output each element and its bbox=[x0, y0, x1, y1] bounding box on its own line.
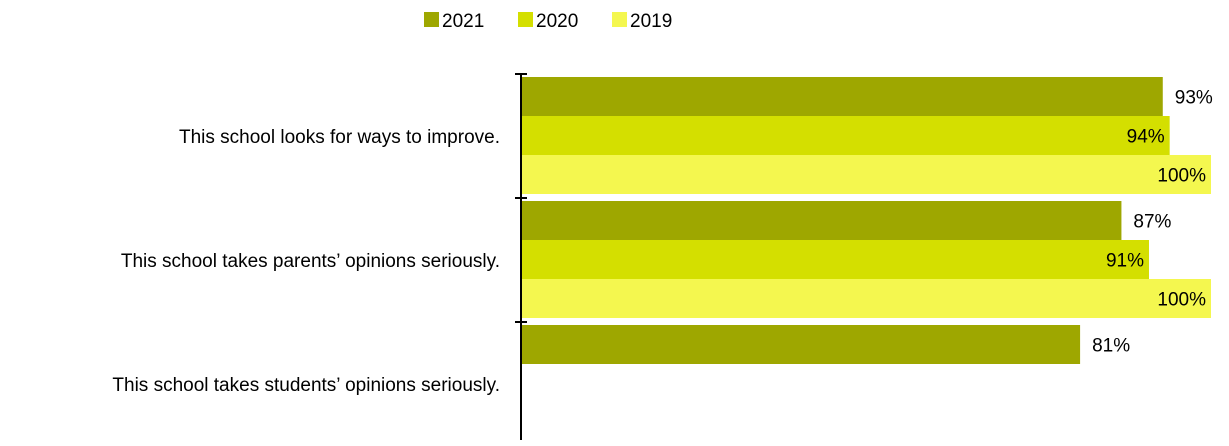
data-label-2020-1: 94% bbox=[1127, 127, 1165, 148]
data-label-2019-2: 100% bbox=[1157, 290, 1206, 311]
bar-2019-2 bbox=[522, 279, 1211, 318]
data-label-2021-2: 87% bbox=[1133, 212, 1171, 233]
data-label-2021-1: 93% bbox=[1175, 88, 1213, 109]
data-label-2019-1: 100% bbox=[1157, 166, 1206, 187]
category-label-1: This school looks for ways to improve. bbox=[179, 127, 500, 148]
legend-swatch-2020 bbox=[518, 12, 533, 27]
bar-2019-1 bbox=[522, 155, 1211, 194]
bar-2020-2 bbox=[522, 240, 1149, 279]
legend-swatch-2021 bbox=[424, 12, 439, 27]
bar-2021-2 bbox=[522, 201, 1122, 240]
data-label-2020-2: 91% bbox=[1106, 251, 1144, 272]
bar-2021-1 bbox=[522, 77, 1163, 116]
category-labels: This school looks for ways to improve. Th… bbox=[112, 127, 500, 396]
bar-2021-3 bbox=[522, 325, 1081, 364]
chart-legend: 2021 2020 2019 bbox=[424, 11, 672, 32]
legend-label-2020: 2020 bbox=[536, 11, 578, 32]
category-label-3: This school takes students’ opinions ser… bbox=[112, 375, 500, 396]
legend-label-2021: 2021 bbox=[442, 11, 484, 32]
data-label-2021-3: 81% bbox=[1092, 336, 1130, 357]
legend-swatch-2019 bbox=[612, 12, 627, 27]
category-label-2: This school takes parents’ opinions seri… bbox=[121, 251, 500, 272]
legend-label-2019: 2019 bbox=[630, 11, 672, 32]
plot-area: 93% 94% 100% 87% 91% 100% 81% bbox=[515, 73, 1213, 440]
bar-2020-1 bbox=[522, 116, 1170, 155]
